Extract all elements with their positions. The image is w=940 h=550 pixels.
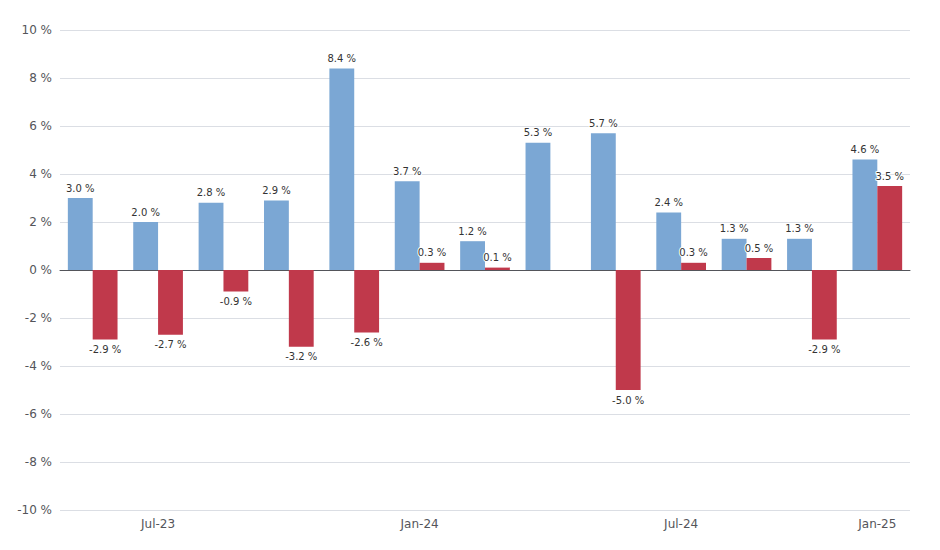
svg-text:8 %: 8 % — [29, 71, 52, 85]
svg-text:6 %: 6 % — [29, 119, 52, 133]
svg-text:-6 %: -6 % — [25, 407, 52, 421]
svg-text:-2.9 %: -2.9 % — [89, 344, 121, 355]
svg-text:-10 %: -10 % — [17, 503, 52, 517]
svg-text:2.8 %: 2.8 % — [197, 187, 226, 198]
svg-text:0.3 %: 0.3 % — [418, 247, 447, 258]
svg-text:-2 %: -2 % — [25, 311, 52, 325]
svg-text:-8 %: -8 % — [25, 455, 52, 469]
svg-text:2.9 %: 2.9 % — [262, 185, 291, 196]
svg-text:-2.9 %: -2.9 % — [808, 344, 840, 355]
svg-text:-4 %: -4 % — [25, 359, 52, 373]
svg-text:-5.0 %: -5.0 % — [612, 395, 644, 406]
svg-text:-2.7 %: -2.7 % — [154, 339, 186, 350]
svg-text:Jul-23: Jul-23 — [140, 517, 175, 531]
svg-text:1.3 %: 1.3 % — [720, 223, 749, 234]
svg-text:2.0 %: 2.0 % — [131, 207, 160, 218]
svg-text:3.7 %: 3.7 % — [393, 166, 422, 177]
svg-text:Jul-24: Jul-24 — [663, 517, 698, 531]
svg-text:1.3 %: 1.3 % — [785, 223, 814, 234]
svg-text:8.4 %: 8.4 % — [328, 53, 357, 64]
svg-text:2 %: 2 % — [29, 215, 52, 229]
svg-text:2.4 %: 2.4 % — [654, 197, 683, 208]
svg-text:10 %: 10 % — [22, 23, 53, 37]
svg-text:-3.2 %: -3.2 % — [285, 351, 317, 362]
svg-text:-2.6 %: -2.6 % — [351, 337, 383, 348]
svg-text:0 %: 0 % — [29, 263, 52, 277]
svg-text:-0.9 %: -0.9 % — [220, 296, 252, 307]
svg-text:0.1 %: 0.1 % — [483, 252, 512, 263]
svg-text:5.7 %: 5.7 % — [589, 118, 618, 129]
svg-text:1.2 %: 1.2 % — [458, 226, 487, 237]
svg-text:3.5 %: 3.5 % — [875, 171, 904, 182]
svg-text:4 %: 4 % — [29, 167, 52, 181]
svg-text:3.0 %: 3.0 % — [66, 183, 95, 194]
svg-text:5.3 %: 5.3 % — [524, 127, 553, 138]
svg-text:4.6 %: 4.6 % — [851, 144, 880, 155]
svg-text:Jan-24: Jan-24 — [400, 517, 439, 531]
svg-text:Jan-25: Jan-25 — [857, 517, 896, 531]
svg-text:0.3 %: 0.3 % — [679, 247, 708, 258]
svg-text:0.5 %: 0.5 % — [745, 243, 774, 254]
